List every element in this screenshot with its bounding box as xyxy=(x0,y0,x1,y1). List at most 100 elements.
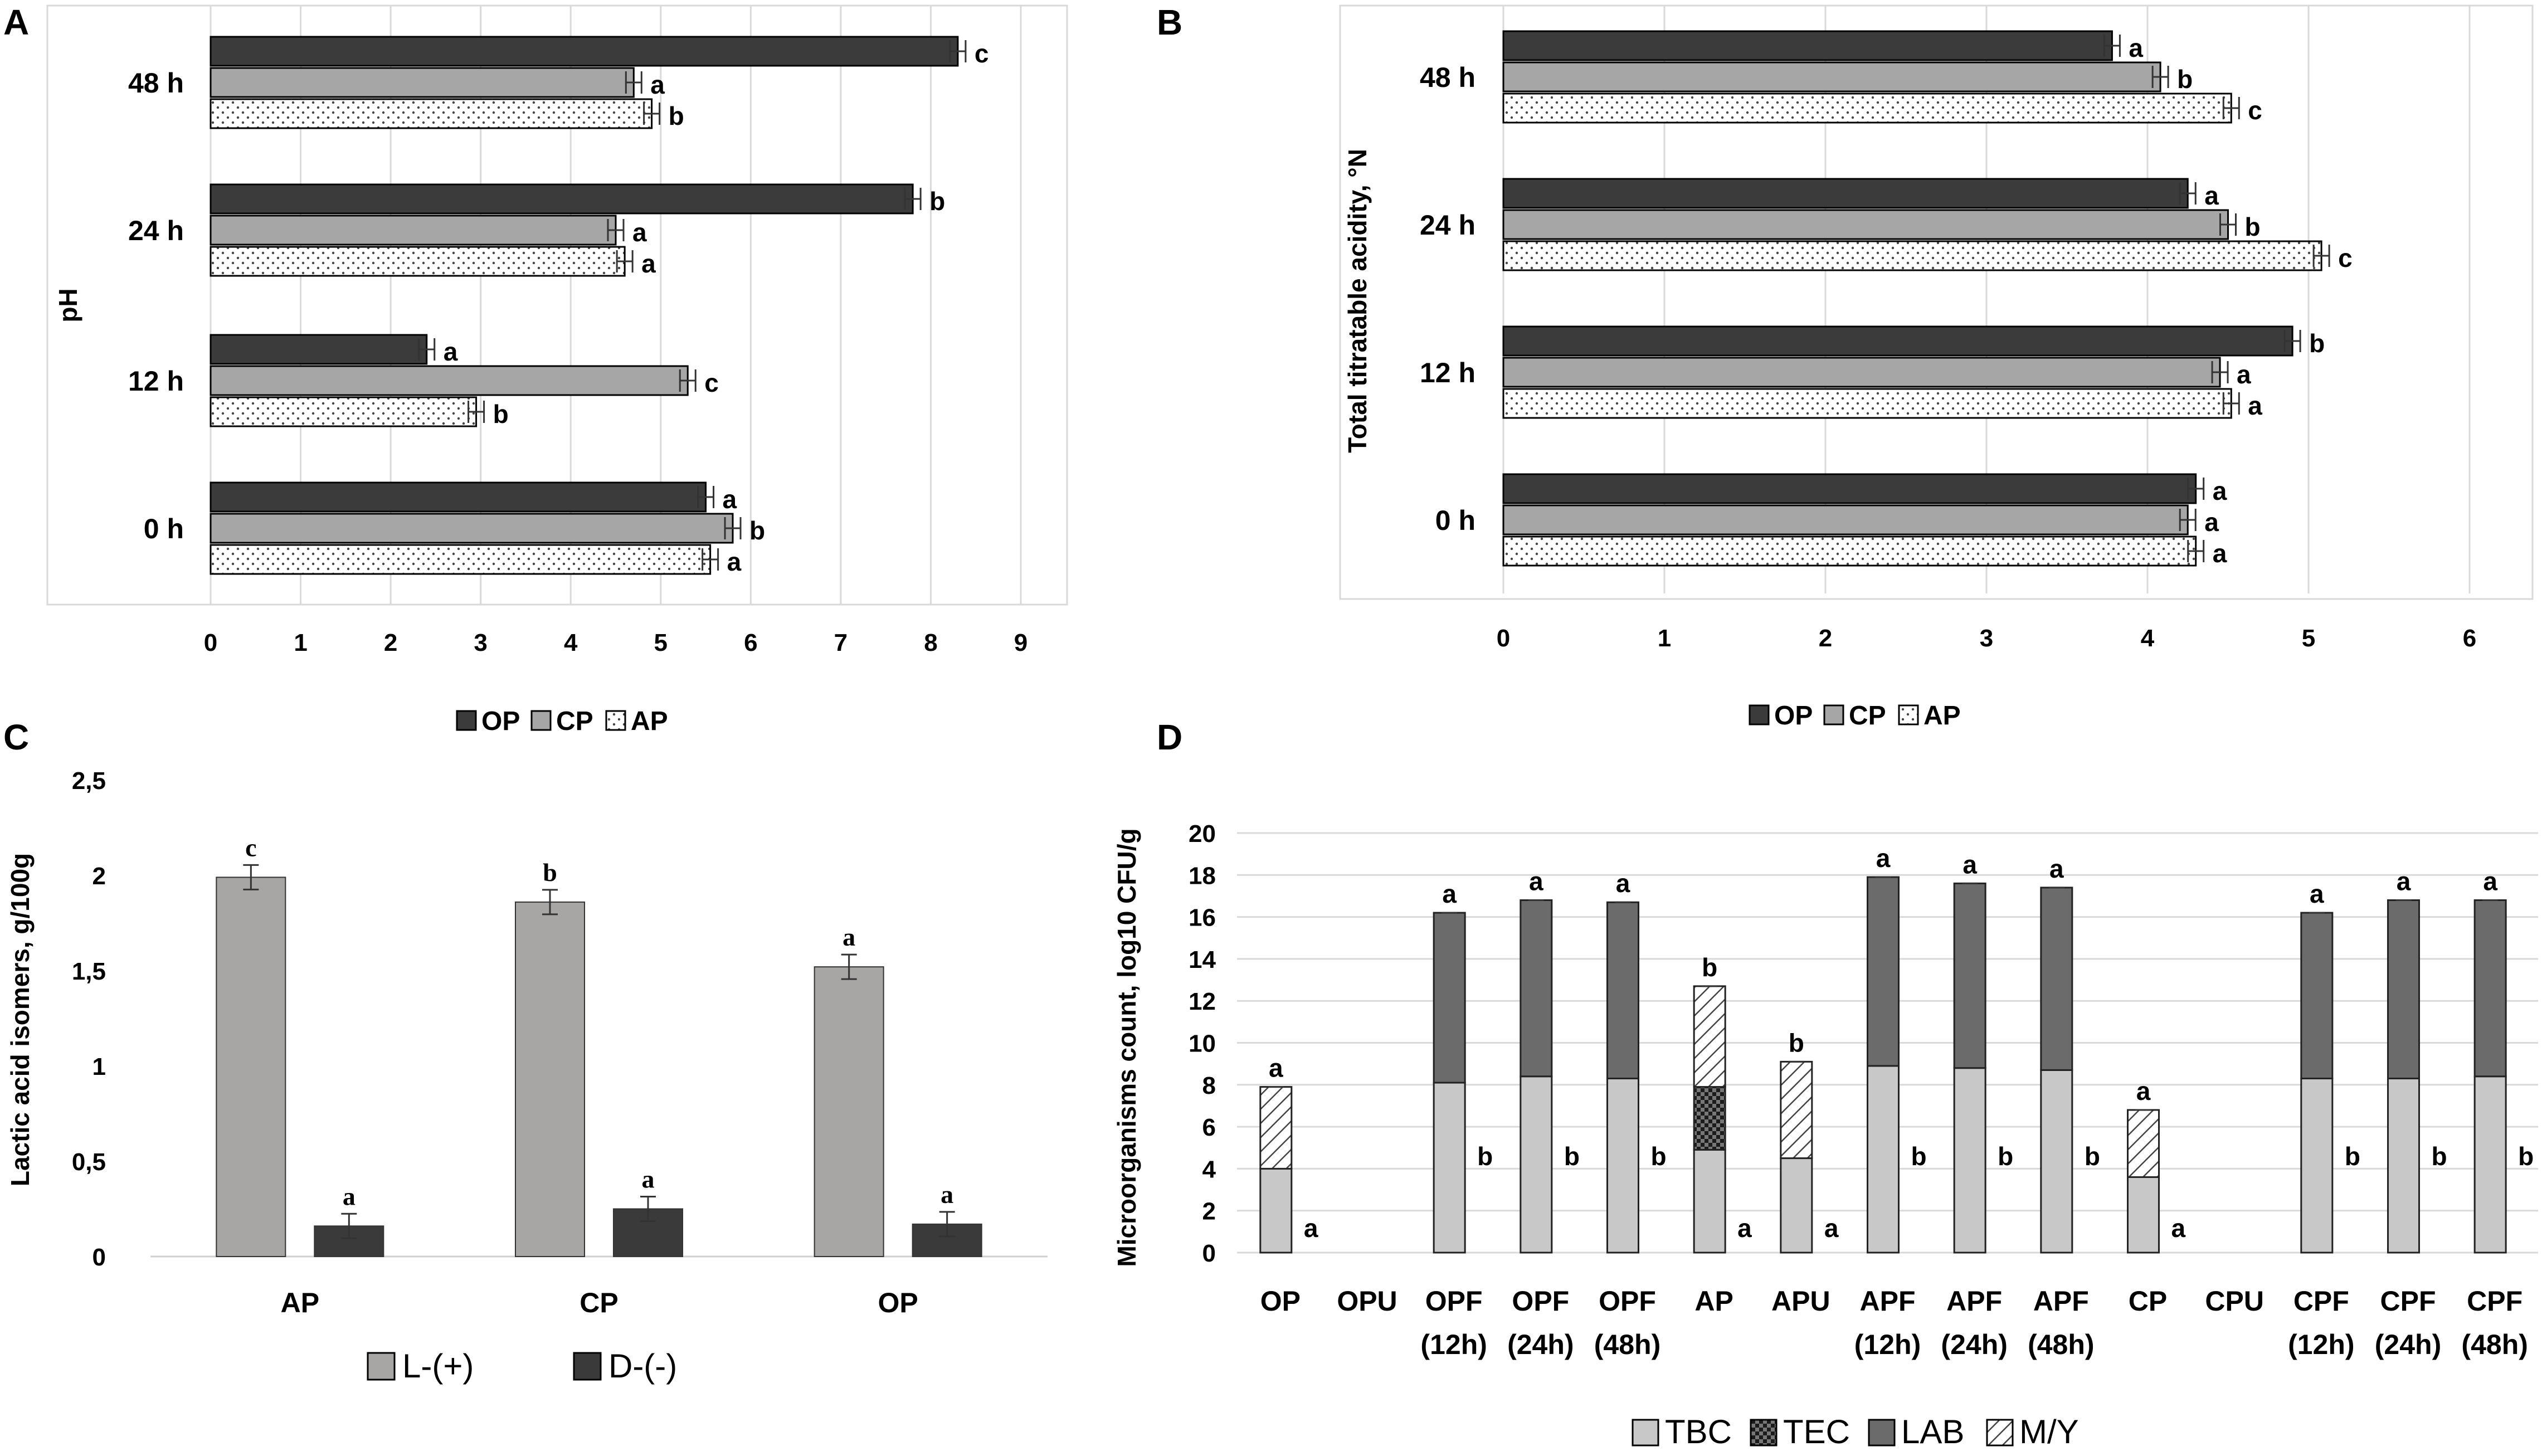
significance-letter: b xyxy=(1651,1142,1667,1171)
x-tick-label: 0 xyxy=(1497,625,1510,652)
category-label: OPF xyxy=(1425,1285,1483,1317)
significance-letter: a xyxy=(1442,879,1457,908)
significance-letter: b xyxy=(2345,1142,2360,1171)
significance-letter: a xyxy=(343,1182,356,1210)
panel-c: 0 0,5 1 1,5 2 2,5 AP c a CP b a OP a a Lactic acid isom… xyxy=(6,767,1048,1385)
bar-tbc xyxy=(2473,1075,2507,1254)
category-label: 24 h xyxy=(1420,210,1475,241)
category-sublabel: (12h) xyxy=(2288,1329,2354,1360)
legend-swatch-op xyxy=(1749,704,1770,725)
bar-l-plus xyxy=(216,876,286,1258)
significance-letter: a xyxy=(2136,1077,2151,1106)
legend-swatch-tbc xyxy=(1632,1419,1659,1447)
significance-letter: a xyxy=(2397,866,2411,895)
y-tick-label: 14 xyxy=(1189,946,1216,973)
bar-op xyxy=(210,481,707,513)
category-label: 0 h xyxy=(1435,505,1475,536)
error-bar xyxy=(2187,540,2205,562)
error-bar xyxy=(702,548,719,571)
bar-lab xyxy=(2387,899,2420,1080)
significance-letter: a xyxy=(2483,866,2497,895)
significance-letter: b xyxy=(1998,1142,2013,1171)
legend-label: LAB xyxy=(1901,1413,1964,1450)
significance-letter: a xyxy=(2310,879,2324,908)
y-axis-title: Microorganisms count, log10 CFU/g xyxy=(1112,828,1141,1267)
y-tick-label: 2 xyxy=(1202,1198,1216,1225)
bar-cp xyxy=(1502,504,2189,535)
significance-letter: b xyxy=(493,400,509,428)
y-tick-label: 2,5 xyxy=(72,767,106,795)
error-bar xyxy=(341,1212,357,1239)
y-tick-label: 6 xyxy=(1202,1114,1216,1141)
legend-label: D-(-) xyxy=(608,1347,677,1385)
category-label: 48 h xyxy=(1420,62,1475,93)
significance-letter: a xyxy=(650,70,665,99)
legend-label: AP xyxy=(631,707,668,736)
legend-label: CP xyxy=(1849,701,1886,731)
category-sublabel: (12h) xyxy=(1420,1329,1487,1360)
category-label: APF xyxy=(1946,1285,2002,1317)
y-axis-title: Lactic acid isomers, g/100g xyxy=(6,853,35,1186)
x-tick-label: 3 xyxy=(474,629,487,656)
bar-op xyxy=(210,36,959,67)
x-tick-label: 8 xyxy=(924,629,937,656)
category-label: CPF xyxy=(2467,1285,2522,1317)
category-label: OPF xyxy=(1512,1285,1569,1317)
bar-ap xyxy=(210,396,478,427)
category-sublabel: (24h) xyxy=(1941,1329,2007,1360)
category-label: APU xyxy=(1771,1285,1830,1317)
error-bar xyxy=(697,486,715,508)
bar-op xyxy=(210,334,428,365)
significance-letter: b xyxy=(1477,1142,1493,1171)
significance-letter: a xyxy=(723,485,737,514)
significance-letter: b xyxy=(749,516,765,545)
bar-tbc xyxy=(1606,1078,1639,1254)
bar-tbc xyxy=(1780,1157,1813,1254)
legend-swatch-cp xyxy=(530,710,552,731)
significance-letter: a xyxy=(2129,33,2143,62)
y-tick-label: 16 xyxy=(1189,904,1216,932)
bar-tbc xyxy=(1259,1167,1293,1254)
significance-letter: a xyxy=(2213,476,2227,505)
error-bar xyxy=(939,1211,955,1238)
x-tick-label: 6 xyxy=(744,629,757,656)
y-tick-label: 4 xyxy=(1202,1156,1216,1183)
category-sublabel: (48h) xyxy=(2028,1329,2094,1360)
significance-letter: b xyxy=(669,101,684,130)
significance-letter: c xyxy=(975,39,989,68)
legend-label: TBC xyxy=(1665,1413,1732,1450)
error-bar xyxy=(2211,361,2229,383)
y-tick-label: 18 xyxy=(1189,862,1216,889)
y-axis-title: Total titratable acidity, °N xyxy=(1343,149,1372,453)
error-bar xyxy=(2222,392,2240,415)
error-bar xyxy=(2151,66,2169,88)
error-bar xyxy=(616,250,634,272)
significance-letter: c xyxy=(245,833,256,861)
bar-my xyxy=(2127,1109,2160,1178)
panel-letter-a: A xyxy=(3,2,29,42)
bar-tbc xyxy=(1693,1149,1726,1254)
bar-l-plus xyxy=(814,966,884,1258)
error-bar xyxy=(2219,213,2237,236)
bar-tbc xyxy=(2127,1176,2160,1254)
error-bar xyxy=(607,219,625,241)
x-tick-label: 4 xyxy=(564,629,578,656)
error-bar xyxy=(841,953,857,980)
bar-tbc xyxy=(2040,1069,2073,1254)
category-label: CPF xyxy=(2380,1285,2436,1317)
error-bar xyxy=(2283,330,2301,352)
bar-lab xyxy=(1953,882,1986,1069)
bar-tbc xyxy=(2387,1078,2420,1254)
significance-letter: a xyxy=(1616,869,1630,898)
bar-ap xyxy=(210,544,712,575)
significance-letter: a xyxy=(641,249,656,278)
bar-cp xyxy=(1502,209,2229,240)
category-label: OPU xyxy=(1337,1285,1397,1317)
bar-tbc xyxy=(2300,1078,2334,1254)
significance-letter: a xyxy=(2049,854,2064,883)
bar-tbc xyxy=(1433,1082,1466,1254)
error-bar xyxy=(724,517,742,539)
error-bar xyxy=(468,401,485,423)
category-label: OP xyxy=(1260,1285,1301,1317)
x-tick-label: 7 xyxy=(834,629,848,656)
